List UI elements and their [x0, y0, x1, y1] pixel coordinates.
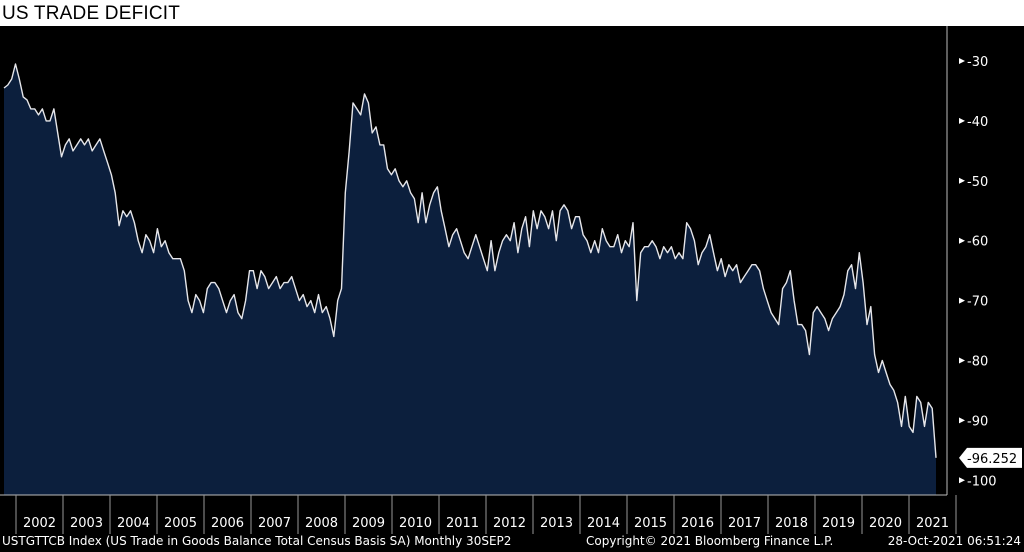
y-tick-label: -80 — [967, 355, 988, 370]
x-tick-label: 2006 — [211, 516, 244, 531]
x-tick-label: 2021 — [916, 516, 949, 531]
y-tick-mark — [959, 477, 965, 484]
y-tick-label: -90 — [967, 414, 988, 429]
footer-timestamp: 28-Oct-2021 06:51:24 — [888, 534, 1021, 548]
x-tick-label: 2012 — [493, 516, 526, 531]
x-tick-label: 2020 — [869, 516, 902, 531]
y-tick-mark — [959, 117, 965, 124]
x-tick-label: 2013 — [540, 516, 573, 531]
x-tick-label: 2016 — [681, 516, 714, 531]
x-tick-label: 2008 — [305, 516, 338, 531]
y-tick-label: -70 — [967, 295, 988, 310]
area-fill — [4, 64, 936, 495]
x-tick-label: 2007 — [258, 516, 291, 531]
x-tick-label: 2017 — [728, 516, 761, 531]
chart: -30-40-50-60-70-80-90-100 2002 2003 2004 20… — [0, 26, 1024, 552]
y-tick-mark — [959, 417, 965, 424]
x-tick-label: 2009 — [352, 516, 385, 531]
footer-ticker: USTGTTCB Index (US Trade in Goods Balanc… — [2, 534, 511, 548]
y-tick-label: -100 — [967, 474, 997, 489]
x-tick-label: 2010 — [399, 516, 432, 531]
last-value-marker: -96.252 — [959, 447, 1022, 468]
chart-title: US TRADE DEFICIT — [2, 3, 181, 24]
y-tick-mark — [959, 58, 965, 64]
y-tick-label: -50 — [967, 175, 988, 190]
x-tick-label: 2018 — [775, 516, 808, 531]
x-tick-label: 2015 — [634, 516, 667, 531]
x-tick-label: 2019 — [822, 516, 855, 531]
x-tick-label: 2003 — [70, 516, 103, 531]
y-tick-mark — [959, 357, 965, 364]
plot-area — [3, 63, 937, 495]
x-tick-label: 2005 — [164, 516, 197, 531]
y-tick-label: -40 — [967, 115, 988, 130]
y-tick-label: -30 — [967, 55, 988, 70]
y-tick-mark — [959, 297, 965, 304]
series-line — [3, 63, 937, 458]
last-value-label: -96.252 — [967, 452, 1017, 467]
x-tick-label: 2014 — [587, 516, 620, 531]
y-tick-mark — [959, 237, 965, 244]
y-axis: -30 -40 -50 -60 -70 -80 -90 -100 — [0, 26, 997, 496]
x-tick-label: 2002 — [23, 516, 56, 531]
last-value-box — [959, 447, 1022, 468]
y-tick-mark — [959, 177, 965, 184]
x-axis: 2002 2003 2004 2005 2006 2007 2008 2009 2010 2011… — [15, 495, 957, 534]
x-tick-label: 2004 — [117, 516, 150, 531]
y-tick-label: -60 — [967, 235, 988, 250]
footer-copyright: Copyright© 2021 Bloomberg Finance L.P. — [586, 534, 833, 548]
x-tick-label: 2011 — [446, 516, 479, 531]
